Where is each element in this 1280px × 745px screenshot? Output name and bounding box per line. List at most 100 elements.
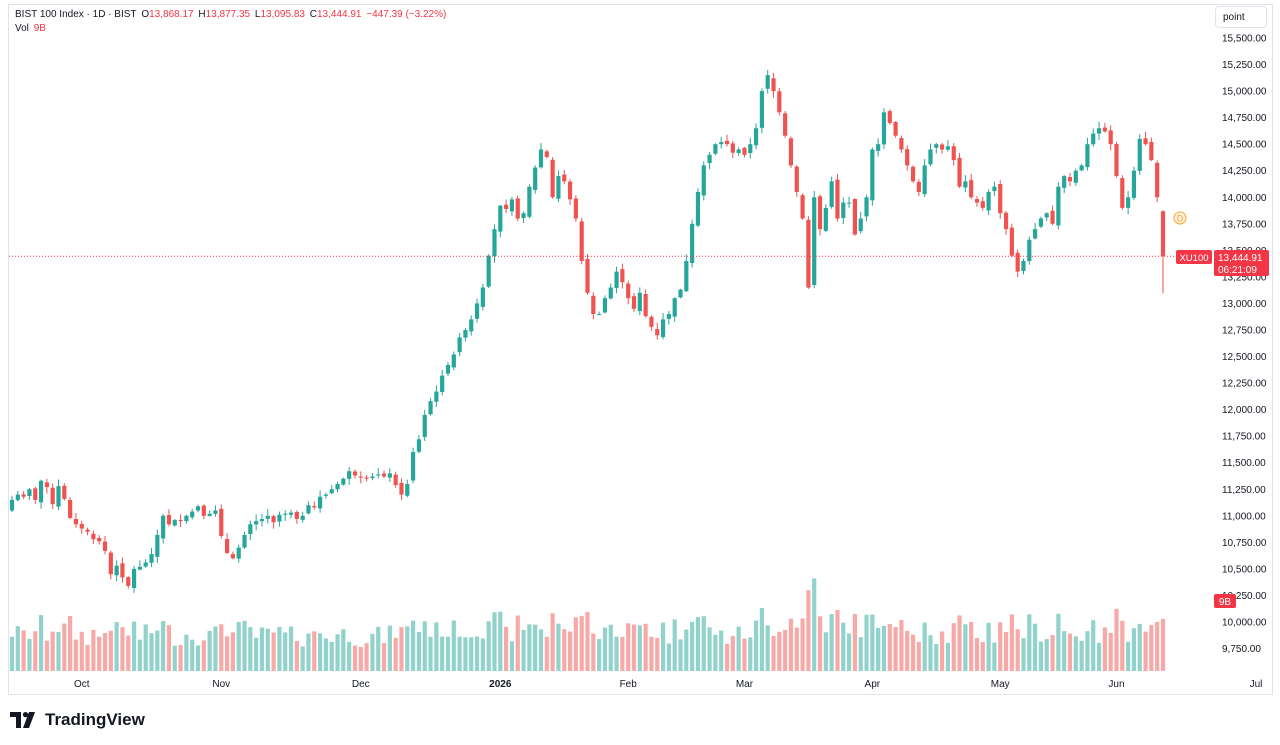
candle-body bbox=[655, 329, 660, 336]
volume-bar bbox=[79, 631, 84, 671]
price-tick-label: 12,250.00 bbox=[1222, 379, 1267, 390]
volume-bar bbox=[504, 626, 509, 671]
volume-bar bbox=[660, 622, 666, 671]
volume-bar bbox=[881, 625, 887, 671]
volume-bar bbox=[33, 631, 38, 671]
volume-bar bbox=[579, 616, 584, 671]
candle-body bbox=[294, 511, 299, 520]
volume-bar bbox=[724, 643, 730, 671]
candle-body bbox=[440, 375, 445, 392]
dividend-marker-icon[interactable] bbox=[1173, 211, 1187, 225]
volume-bar bbox=[695, 617, 701, 671]
volume-bar bbox=[405, 626, 410, 671]
candle-body bbox=[649, 316, 654, 327]
candle-body bbox=[161, 515, 166, 539]
volume-bar bbox=[1062, 631, 1067, 671]
volume-bar bbox=[969, 621, 974, 671]
time-tick-label: Feb bbox=[620, 679, 638, 690]
price-axis[interactable]: 15,500.00 15,250.00 15,000.00 14,750.00 14,5… bbox=[1222, 34, 1267, 656]
candle-body bbox=[951, 146, 956, 161]
candle-body bbox=[1126, 197, 1131, 208]
candle-body bbox=[248, 524, 253, 535]
candle-body bbox=[864, 197, 869, 217]
brand-name: TradingView bbox=[45, 710, 145, 729]
volume-bar bbox=[195, 645, 201, 671]
candle-body bbox=[184, 515, 189, 522]
candle-body bbox=[393, 474, 398, 486]
candle-body bbox=[1009, 227, 1014, 256]
volume-bar bbox=[1114, 608, 1119, 671]
candle-body bbox=[50, 487, 55, 505]
volume-bar bbox=[631, 624, 637, 671]
candle-body bbox=[73, 518, 79, 525]
candle-body bbox=[800, 195, 805, 219]
time-axis[interactable]: OctNovDec2026FebMarAprMayJunJulAugSep bbox=[74, 679, 1280, 690]
volume-bar bbox=[102, 633, 108, 671]
candle-body bbox=[812, 197, 817, 285]
volume-bar bbox=[1015, 629, 1020, 671]
volume-label[interactable]: Vol bbox=[15, 23, 29, 34]
candle-body bbox=[1050, 210, 1055, 224]
candle-body bbox=[352, 471, 358, 476]
volume-bar bbox=[323, 638, 329, 671]
volume-bar bbox=[1033, 623, 1038, 671]
price-unit-button[interactable]: point bbox=[1215, 6, 1267, 28]
price-tick-label: 11,500.00 bbox=[1222, 458, 1266, 469]
candle-body bbox=[690, 223, 695, 264]
price-tick-label: 11,000.00 bbox=[1222, 511, 1266, 522]
volume-bar bbox=[364, 643, 369, 671]
candle-body bbox=[114, 565, 119, 576]
volume-bar bbox=[166, 625, 172, 671]
candle-body bbox=[562, 174, 567, 182]
volume-bar bbox=[1149, 625, 1154, 671]
volume-bar bbox=[201, 640, 206, 671]
volume-bar bbox=[463, 637, 468, 671]
candle-body bbox=[835, 179, 840, 219]
volume-bar bbox=[550, 613, 555, 671]
volume-bar bbox=[852, 613, 857, 671]
volume-bar bbox=[538, 629, 544, 671]
candle-body bbox=[312, 506, 317, 508]
candle-body bbox=[719, 142, 724, 145]
volume-bar bbox=[370, 633, 375, 671]
volume-bar bbox=[143, 624, 148, 671]
volume-bar bbox=[457, 636, 462, 671]
volume-bar bbox=[1027, 614, 1032, 671]
symbol-info[interactable]: BIST 100 Index · 1D · BIST bbox=[15, 9, 137, 20]
time-tick-label: Mar bbox=[736, 679, 754, 690]
volume-bar bbox=[161, 621, 166, 671]
volume-bar bbox=[306, 633, 311, 671]
volume-bar bbox=[562, 629, 567, 671]
candle-body bbox=[910, 166, 916, 182]
change-value: −447.39 (−3.22%) bbox=[366, 9, 447, 20]
candle-body bbox=[724, 140, 730, 145]
dividend-marker-label: D bbox=[1177, 214, 1184, 224]
volume-bar bbox=[1126, 641, 1131, 671]
candle-body bbox=[742, 147, 747, 155]
candle-body bbox=[695, 191, 701, 226]
price-tick-label: 9,750.00 bbox=[1222, 644, 1261, 655]
price-chart[interactable]: 15,500.00 15,250.00 15,000.00 14,750.00 14,5… bbox=[0, 0, 1280, 700]
candle-body bbox=[1137, 138, 1142, 171]
volume-bar bbox=[963, 624, 968, 671]
volume-bar bbox=[288, 626, 294, 671]
candle-body bbox=[963, 181, 968, 188]
volume-bar bbox=[655, 637, 660, 671]
candle-body bbox=[922, 165, 927, 194]
open-label: O bbox=[141, 9, 150, 20]
volume-bar bbox=[1155, 621, 1160, 671]
candle-body bbox=[521, 213, 526, 219]
tradingview-brand[interactable]: TradingView bbox=[10, 710, 145, 730]
candle-body bbox=[771, 78, 776, 92]
volume-bar bbox=[817, 616, 823, 671]
volume-bar bbox=[224, 636, 230, 671]
candle-body bbox=[550, 159, 555, 198]
volume-bar bbox=[986, 622, 991, 671]
volume-bar bbox=[190, 639, 195, 671]
candle-body bbox=[1091, 133, 1096, 145]
volume-bar bbox=[556, 623, 561, 671]
volume-bar bbox=[858, 637, 863, 671]
candle-body bbox=[672, 298, 677, 317]
candle-body bbox=[428, 401, 433, 415]
volume-bar bbox=[1091, 620, 1096, 671]
